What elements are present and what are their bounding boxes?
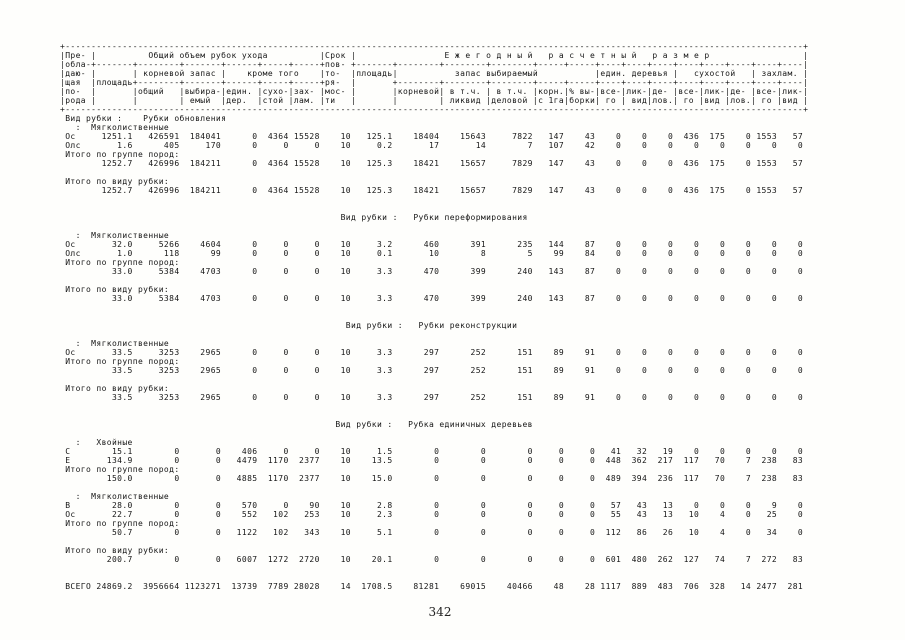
table-container: +---------------------------------------… (60, 42, 820, 591)
page-number: 342 (428, 605, 452, 619)
annual-felling-calculation-table: +---------------------------------------… (60, 42, 809, 591)
